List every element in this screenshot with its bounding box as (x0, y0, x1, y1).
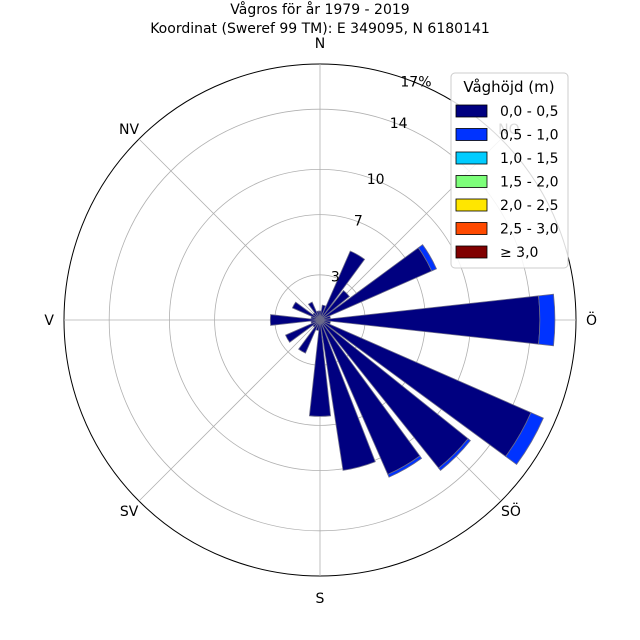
legend-swatch (455, 175, 488, 188)
legend-label: ≥ 3,0 (500, 245, 538, 261)
rose-bar-segment (308, 319, 332, 417)
rose-bar-segment (417, 244, 438, 272)
direction-label: SV (120, 504, 139, 520)
rose-bar-segment (438, 438, 471, 471)
rose-bar-segment (307, 301, 321, 321)
direction-label: SÖ (501, 502, 521, 520)
legend-title: Våghöjd (m) (463, 78, 554, 96)
rose-bar-segment (298, 319, 321, 354)
rose-bar-segment (538, 293, 556, 347)
ring-label: 7 (354, 214, 363, 230)
legend-label: 2,0 - 2,5 (500, 198, 558, 214)
ring-label: 3 (331, 269, 340, 285)
legend-label: 1,5 - 2,0 (500, 175, 558, 191)
legend-swatch (455, 104, 488, 118)
legend: Våghöjd (m) 0,0 - 0,5 0,5 - 1,0 1,0 - 1,5 1… (450, 72, 569, 269)
rose-bar-segment (316, 310, 321, 321)
direction-label: NV (119, 122, 139, 138)
rose-bar-segment (319, 290, 350, 321)
legend-frame (450, 72, 569, 269)
rose-bars (269, 244, 556, 478)
legend-swatch (455, 128, 488, 141)
direction-label: Ö (586, 311, 597, 329)
legend-label: 2,5 - 3,0 (500, 222, 558, 238)
rose-bar-segment (291, 301, 321, 321)
rose-bar-segment (387, 455, 423, 478)
grid-spoke (138, 138, 321, 321)
rose-bar-segment (285, 319, 321, 343)
legend-swatch (455, 198, 488, 212)
rose-bar-segment (269, 314, 321, 326)
chart-title: Vågros för år 1979 - 2019 (230, 1, 409, 18)
direction-label: N (315, 36, 325, 52)
legend-label: 1,0 - 1,5 (500, 151, 558, 167)
rose-bar-segment (319, 315, 331, 321)
chart-subtitle: Koordinat (Sweref 99 TM): E 349095, N 61… (150, 21, 490, 37)
legend-items: 0,0 - 0,5 0,5 - 1,0 1,0 - 1,5 1,5 - 2,0 2,0 … (455, 104, 558, 261)
ring-label: 17% (400, 74, 431, 90)
ring-label: 10 (367, 172, 385, 188)
ring-label: 14 (390, 116, 408, 132)
legend-swatch (455, 245, 488, 259)
rose-bar-segment (319, 250, 366, 321)
legend-label: 0,5 - 1,0 (500, 128, 558, 144)
direction-label: V (44, 313, 54, 329)
legend-swatch (455, 151, 488, 165)
direction-label: S (316, 591, 325, 607)
rose-bar-segment (319, 319, 376, 471)
rose-bar-segment (505, 412, 544, 465)
legend-label: 0,0 - 0,5 (500, 104, 558, 120)
legend-swatch (455, 222, 488, 235)
grid-spoke (138, 319, 321, 502)
